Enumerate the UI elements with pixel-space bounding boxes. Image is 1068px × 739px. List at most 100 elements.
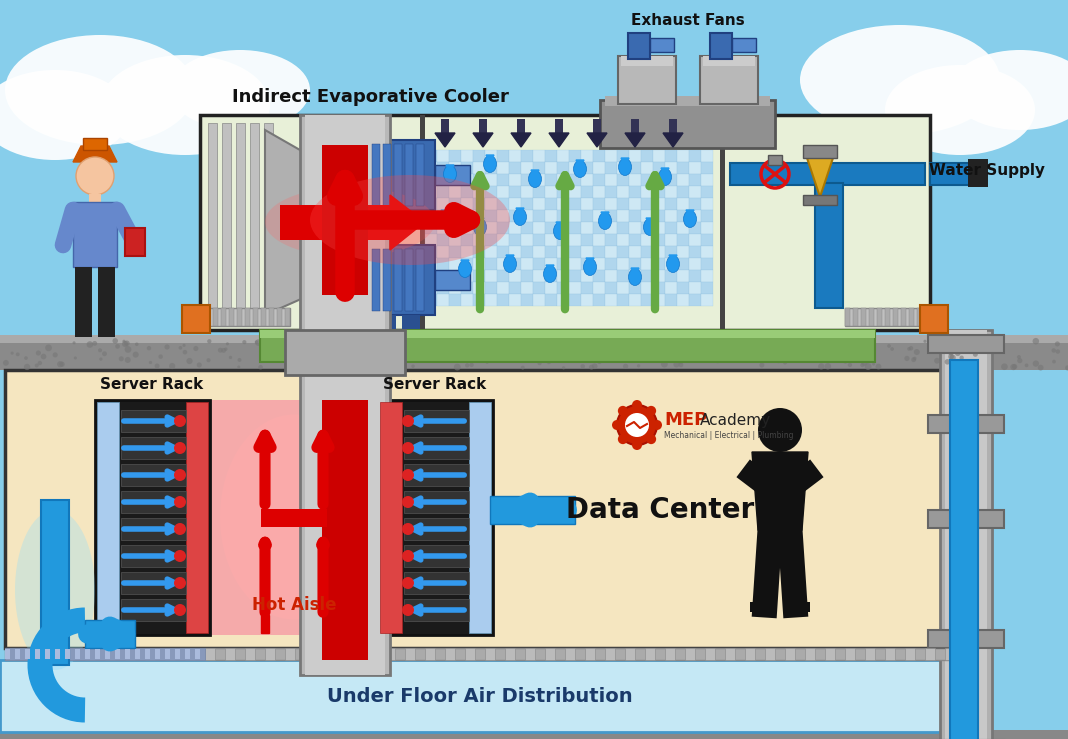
Bar <box>485 210 497 222</box>
Circle shape <box>183 350 187 355</box>
Bar <box>5 648 960 660</box>
Bar <box>710 33 732 59</box>
Circle shape <box>1001 364 1008 370</box>
Bar <box>404 410 469 432</box>
Bar <box>629 246 641 258</box>
Circle shape <box>646 338 649 342</box>
Circle shape <box>402 415 414 427</box>
Circle shape <box>255 339 262 346</box>
Bar <box>480 119 487 133</box>
Bar <box>237 308 242 326</box>
Bar <box>449 162 461 174</box>
Bar <box>581 258 593 270</box>
Circle shape <box>682 343 687 347</box>
Bar <box>505 648 515 660</box>
Polygon shape <box>446 165 454 172</box>
Bar <box>384 648 395 660</box>
Bar <box>593 294 604 306</box>
Bar <box>604 246 617 258</box>
Circle shape <box>372 354 377 359</box>
Ellipse shape <box>484 155 497 172</box>
Bar <box>618 56 676 104</box>
Bar <box>509 294 521 306</box>
Polygon shape <box>531 170 539 177</box>
Bar <box>85 648 95 660</box>
Bar <box>473 198 485 210</box>
Bar <box>449 246 461 258</box>
Bar <box>604 222 617 234</box>
Bar <box>205 308 290 326</box>
Ellipse shape <box>0 70 130 160</box>
Circle shape <box>1017 358 1022 364</box>
Circle shape <box>263 351 266 355</box>
Bar <box>437 234 449 246</box>
Polygon shape <box>390 195 425 250</box>
Circle shape <box>469 363 474 367</box>
Bar <box>604 282 617 294</box>
Bar <box>768 155 782 165</box>
Bar <box>593 174 604 186</box>
Ellipse shape <box>473 219 487 236</box>
Bar <box>245 308 250 326</box>
Bar <box>285 330 405 375</box>
Bar <box>378 315 396 329</box>
Circle shape <box>3 360 9 366</box>
Circle shape <box>345 358 350 364</box>
Circle shape <box>392 337 398 344</box>
Bar <box>425 270 437 282</box>
Circle shape <box>741 350 745 353</box>
Circle shape <box>570 353 577 359</box>
Bar <box>250 123 260 322</box>
Bar <box>105 648 115 660</box>
Bar <box>545 282 557 294</box>
Circle shape <box>716 359 720 364</box>
Bar <box>205 648 215 660</box>
Circle shape <box>379 340 386 347</box>
Circle shape <box>272 350 279 356</box>
Bar <box>928 510 1004 528</box>
Bar <box>945 330 987 739</box>
Bar <box>617 246 629 258</box>
Bar <box>641 270 653 282</box>
Bar <box>653 198 665 210</box>
Circle shape <box>934 344 940 350</box>
Circle shape <box>132 352 139 358</box>
Circle shape <box>753 337 759 344</box>
Bar <box>617 210 629 222</box>
Bar <box>509 246 521 258</box>
Bar <box>641 294 653 306</box>
Circle shape <box>87 341 93 348</box>
Circle shape <box>745 339 752 345</box>
Circle shape <box>625 413 649 437</box>
Bar <box>689 210 701 222</box>
Circle shape <box>226 342 229 345</box>
Bar <box>940 330 992 739</box>
Circle shape <box>969 345 972 349</box>
Bar <box>65 648 75 660</box>
Bar <box>473 258 485 270</box>
Bar <box>372 249 380 311</box>
Bar <box>135 649 140 659</box>
Bar <box>509 222 521 234</box>
Circle shape <box>378 345 383 350</box>
Circle shape <box>342 352 348 358</box>
Polygon shape <box>486 155 494 162</box>
Bar <box>581 174 593 186</box>
Bar <box>449 150 461 162</box>
Bar <box>705 648 714 660</box>
Bar <box>449 234 461 246</box>
Bar <box>701 246 713 258</box>
Circle shape <box>580 364 585 369</box>
Polygon shape <box>461 260 469 267</box>
Polygon shape <box>506 255 514 262</box>
Bar <box>0 335 1068 370</box>
Ellipse shape <box>659 168 672 185</box>
Bar <box>545 234 557 246</box>
Bar <box>555 119 563 133</box>
Bar <box>581 186 593 198</box>
Bar <box>645 648 655 660</box>
Bar <box>41 500 69 665</box>
Bar <box>449 222 461 234</box>
Circle shape <box>11 352 14 355</box>
Circle shape <box>52 353 58 358</box>
